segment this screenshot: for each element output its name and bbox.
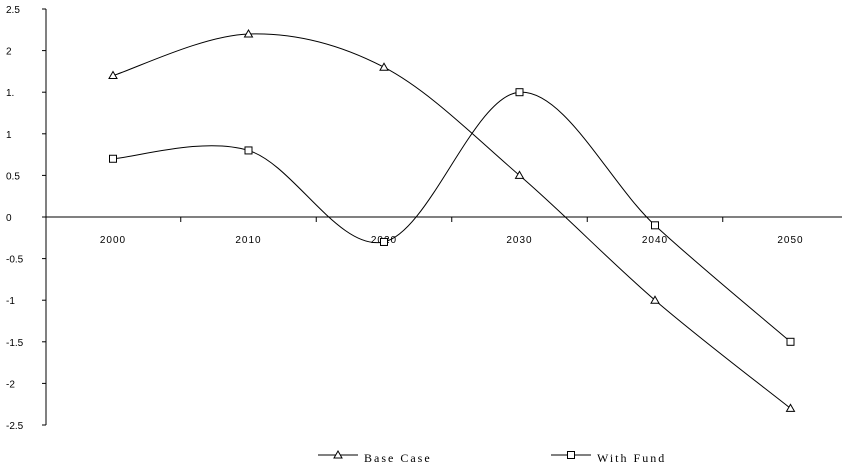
legend-label: Base Case xyxy=(364,451,432,465)
square-marker xyxy=(244,146,253,155)
legend: Base Case With Fund xyxy=(318,449,666,465)
triangle-marker xyxy=(514,170,525,179)
legend-triangle-marker xyxy=(333,449,343,459)
x-tick-label: 2010 xyxy=(235,235,261,246)
axes: 2.521.10.50-0.5-1-1.5-2-2.52000201020202… xyxy=(6,5,842,432)
y-tick-label: 1 xyxy=(6,130,12,141)
y-tick-label: 2 xyxy=(6,47,12,58)
triangle-marker xyxy=(785,403,796,412)
x-tick-label: 2000 xyxy=(100,235,126,246)
legend-label: With Fund xyxy=(597,451,666,465)
x-tick-label: 2040 xyxy=(642,235,668,246)
y-tick-label: -2.5 xyxy=(6,421,24,432)
y-tick-label: 1. xyxy=(6,88,14,99)
y-tick-label: -1.5 xyxy=(6,338,24,349)
legend-item: With Fund xyxy=(551,451,666,465)
series-with-fund xyxy=(109,88,795,346)
x-tick-label: 2050 xyxy=(777,235,803,246)
square-marker xyxy=(786,337,795,346)
legend-square-marker xyxy=(567,451,575,459)
triangle-marker xyxy=(650,295,660,304)
square-marker xyxy=(651,221,659,230)
series-base-case xyxy=(108,28,796,412)
y-tick-label: 2.5 xyxy=(6,5,20,16)
square-marker xyxy=(515,88,524,97)
y-tick-label: -0.5 xyxy=(6,255,24,266)
y-tick-label: 0 xyxy=(6,213,12,224)
series-layer xyxy=(108,28,796,412)
y-tick-label: -1 xyxy=(6,296,15,307)
triangle-marker xyxy=(243,28,254,38)
triangle-marker xyxy=(379,62,389,71)
square-marker xyxy=(109,154,117,163)
legend-item: Base Case xyxy=(318,449,432,465)
square-marker xyxy=(380,237,388,246)
triangle-marker xyxy=(108,70,118,80)
y-tick-label: -2 xyxy=(6,379,15,390)
x-tick-label: 2030 xyxy=(506,235,532,246)
series-line xyxy=(112,33,791,409)
y-tick-label: 0.5 xyxy=(6,171,20,182)
